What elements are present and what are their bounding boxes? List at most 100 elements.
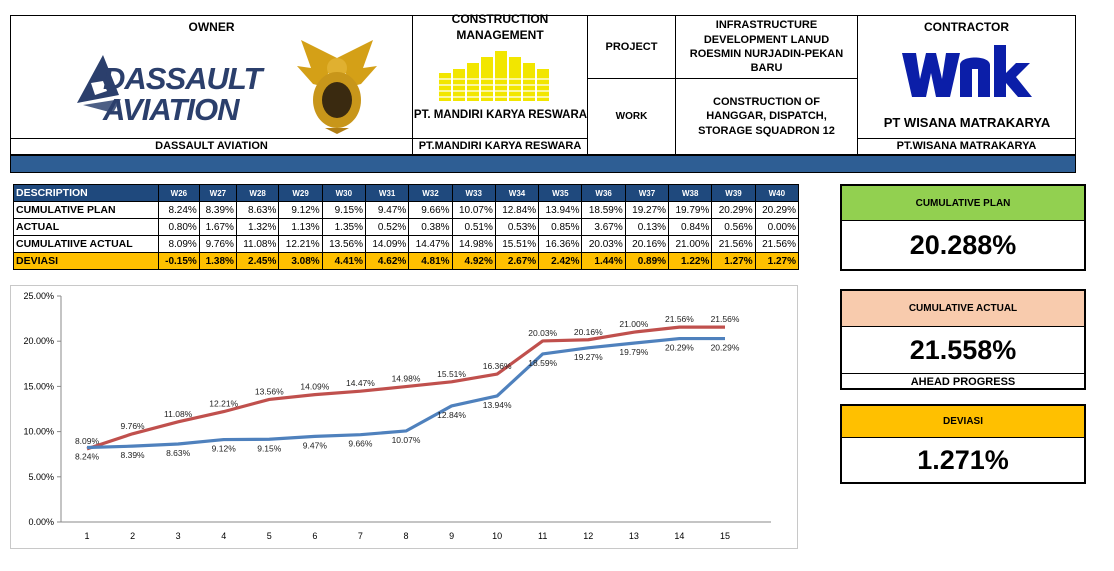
actual-data-label: 11.08%	[164, 409, 193, 419]
table-cell: 1.13%	[278, 218, 323, 236]
progress-chart-frame: 0.00% 5.00% 10.00% 15.00% 20.00% 25.00% 1 2 3 4 5 6…	[10, 285, 798, 549]
week-header: W34	[494, 184, 540, 202]
cumulative-plan-label: CUMULATIVE PLAN	[842, 186, 1084, 221]
week-header: W36	[581, 184, 626, 202]
actual-data-label: 8.09%	[75, 436, 100, 446]
table-cell: 20.29%	[711, 201, 756, 219]
dassault-bird-icon	[77, 55, 121, 113]
table-cell: 12.84%	[494, 201, 540, 219]
week-header: W27	[198, 184, 237, 202]
plan-data-label: 9.12%	[212, 444, 237, 454]
actual-series-line	[86, 325, 725, 451]
project-value: INFRASTRUCTURE DEVELOPMENT LANUD ROESMIN…	[676, 15, 858, 78]
table-row-cumulative-plan: CUMULATIVE PLAN 8.24% 8.39% 8.63% 9.12% …	[13, 201, 800, 219]
table-cell: 1.44%	[581, 252, 626, 270]
y-tick-label: 25.00%	[23, 291, 54, 301]
table-cell: 15.51%	[494, 235, 540, 253]
airforce-emblem-icon	[297, 40, 377, 134]
table-cell: 0.89%	[624, 252, 670, 270]
x-tick-label: 11	[538, 531, 547, 541]
x-tick-label: 2	[130, 531, 135, 541]
owner-logo-line1: DASSAULT	[103, 61, 262, 96]
progress-line-chart: 0.00%5.00%10.00%15.00%20.00%25.00%1 2 3 4 5 6…	[23, 291, 771, 541]
table-cell: 21.00%	[668, 235, 713, 253]
table-cell: 9.47%	[364, 201, 410, 219]
table-cell: 0.53%	[494, 218, 540, 236]
deviasi-box: DEVIASI 1.271%	[840, 404, 1086, 484]
actual-data-label: 16.36%	[483, 361, 512, 371]
project-label: PROJECT	[588, 15, 676, 78]
table-cell: 19.79%	[668, 201, 713, 219]
cm-logo-area: PT. MANDIRI KARYA RESWARA	[413, 39, 588, 138]
table-cell: 0.52%	[364, 218, 410, 236]
table-cell: 1.32%	[235, 218, 280, 236]
table-cell: 0.56%	[711, 218, 756, 236]
wmk-logo-icon	[902, 45, 1032, 97]
actual-data-label: 13.56%	[255, 386, 284, 396]
mandiri-bars-icon	[439, 51, 551, 101]
table-cell: 8.24%	[158, 201, 200, 219]
x-tick-label: 5	[267, 531, 272, 541]
cumulative-plan-box: CUMULATIVE PLAN 20.288%	[840, 184, 1086, 271]
actual-data-label: 21.56%	[711, 314, 740, 324]
table-cell: 0.00%	[754, 218, 800, 236]
owner-logo-text: DASSAULT AVIATION	[103, 61, 262, 127]
y-tick-label: 10.00%	[23, 427, 54, 437]
table-cell: 16.36%	[538, 235, 583, 253]
table-cell: 21.56%	[711, 235, 756, 253]
actual-data-label: 20.03%	[528, 328, 557, 338]
plan-data-label: 20.29%	[711, 343, 740, 353]
progress-table: DESCRIPTION W26 W27 W28 W29 W30 W31 W32 …	[13, 184, 800, 270]
table-cell: 0.13%	[624, 218, 670, 236]
work-label: WORK	[588, 78, 676, 155]
table-cell: 14.98%	[451, 235, 496, 253]
actual-data-label: 14.98%	[392, 374, 421, 384]
table-header-description: DESCRIPTION	[13, 184, 159, 202]
plan-data-label: 20.29%	[665, 343, 694, 353]
week-header: W40	[754, 184, 800, 202]
table-cell: 0.51%	[451, 218, 496, 236]
table-cell: 1.38%	[198, 252, 237, 270]
table-cell: 18.59%	[581, 201, 626, 219]
table-cell: 1.27%	[711, 252, 756, 270]
row-label: CUMULATIVE PLAN	[13, 201, 159, 219]
table-cell: 4.41%	[321, 252, 366, 270]
x-tick-label: 1	[84, 531, 89, 541]
table-cell: 20.03%	[581, 235, 626, 253]
owner-name: DASSAULT AVIATION	[10, 138, 413, 155]
table-cell: 9.12%	[278, 201, 323, 219]
owner-logo-line2: AVIATION	[103, 92, 240, 127]
week-header: W38	[668, 184, 713, 202]
table-cell: 0.80%	[158, 218, 200, 236]
x-tick-label: 14	[674, 531, 684, 541]
ahead-progress-label: AHEAD PROGRESS	[842, 373, 1084, 390]
week-header: W29	[278, 184, 323, 202]
table-cell: 1.22%	[668, 252, 713, 270]
plan-series-line	[86, 336, 725, 450]
table-cell: 1.35%	[321, 218, 366, 236]
table-cell: 0.84%	[668, 218, 713, 236]
table-cell: 13.56%	[321, 235, 366, 253]
table-cell: 13.94%	[538, 201, 583, 219]
table-row-deviasi: DEVIASI -0.15% 1.38% 2.45% 3.08% 4.41% 4…	[13, 252, 800, 270]
table-cell: 0.85%	[538, 218, 583, 236]
cumulative-actual-value: 21.558%	[909, 334, 1017, 365]
plan-data-label: 12.84%	[437, 410, 466, 420]
table-cell: 19.27%	[624, 201, 670, 219]
table-header-row: DESCRIPTION W26 W27 W28 W29 W30 W31 W32 …	[13, 184, 800, 202]
table-cell: -0.15%	[158, 252, 200, 270]
cm-title: CONSTRUCTION MANAGEMENT	[413, 12, 588, 42]
actual-data-label: 12.21%	[209, 399, 238, 409]
table-cell: 3.08%	[278, 252, 323, 270]
actual-data-label: 14.09%	[300, 382, 329, 392]
y-tick-label: 5.00%	[28, 472, 54, 482]
table-cell: 0.38%	[408, 218, 453, 236]
table-cell: 20.29%	[754, 201, 800, 219]
y-tick-label: 0.00%	[28, 517, 54, 527]
table-cell: 3.67%	[581, 218, 626, 236]
table-cell: 9.76%	[198, 235, 237, 253]
cumulative-actual-box: CUMULATIVE ACTUAL 21.558% AHEAD PROGRESS	[840, 289, 1086, 390]
week-header: W31	[364, 184, 410, 202]
table-cell: 8.39%	[198, 201, 237, 219]
actual-data-label: 9.76%	[121, 421, 146, 431]
